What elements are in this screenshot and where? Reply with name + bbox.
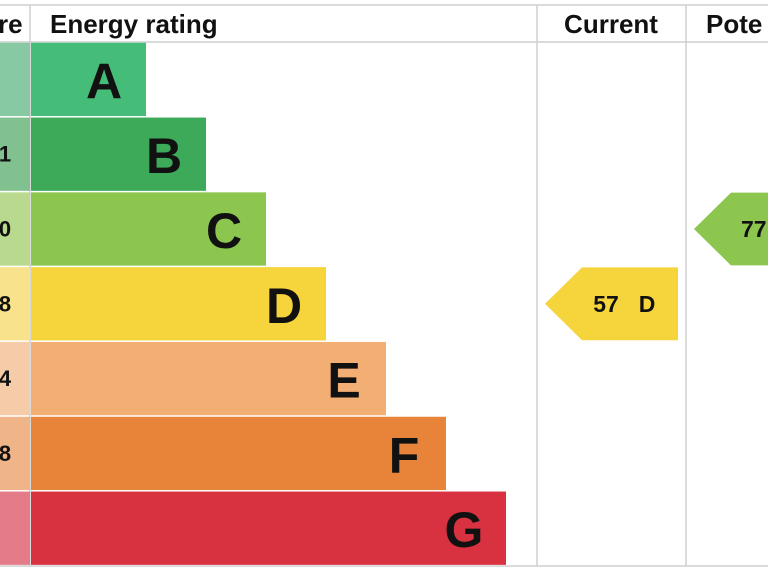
band-letter: C xyxy=(206,203,242,259)
score-cell xyxy=(0,416,30,491)
current-rating: D xyxy=(639,291,656,317)
band-letter: A xyxy=(86,53,122,109)
score-range: 8 xyxy=(0,441,11,466)
score-range: 0 xyxy=(0,217,11,242)
band-bar xyxy=(31,267,326,341)
potential-arrow xyxy=(694,192,768,266)
current-header: Current xyxy=(564,9,658,39)
current-score: 57 xyxy=(593,291,619,317)
score-cell xyxy=(0,341,30,416)
score-range: 1 xyxy=(0,142,11,167)
score-range: 4 xyxy=(0,366,12,391)
band-bar xyxy=(31,42,146,117)
band-bar xyxy=(31,416,446,491)
band-letter: B xyxy=(146,128,182,184)
band-letter: G xyxy=(445,502,484,558)
score-cell xyxy=(0,42,30,117)
band-letter: F xyxy=(389,427,420,483)
potential-header: Pote xyxy=(706,9,762,39)
score-header: re xyxy=(0,9,23,39)
band-bar xyxy=(31,192,266,266)
band-bar xyxy=(31,491,506,565)
current-arrow xyxy=(545,267,678,341)
score-range: 8 xyxy=(0,291,11,316)
score-cell xyxy=(0,267,30,341)
band-letter: D xyxy=(266,278,302,334)
score-cell xyxy=(0,117,30,191)
score-cell xyxy=(0,192,30,266)
band-letter: E xyxy=(327,353,360,409)
score-cell xyxy=(0,491,30,565)
band-bar xyxy=(31,341,386,416)
potential-score: 77 xyxy=(741,216,767,242)
rating-header: Energy rating xyxy=(50,9,218,39)
band-bar xyxy=(31,117,206,191)
